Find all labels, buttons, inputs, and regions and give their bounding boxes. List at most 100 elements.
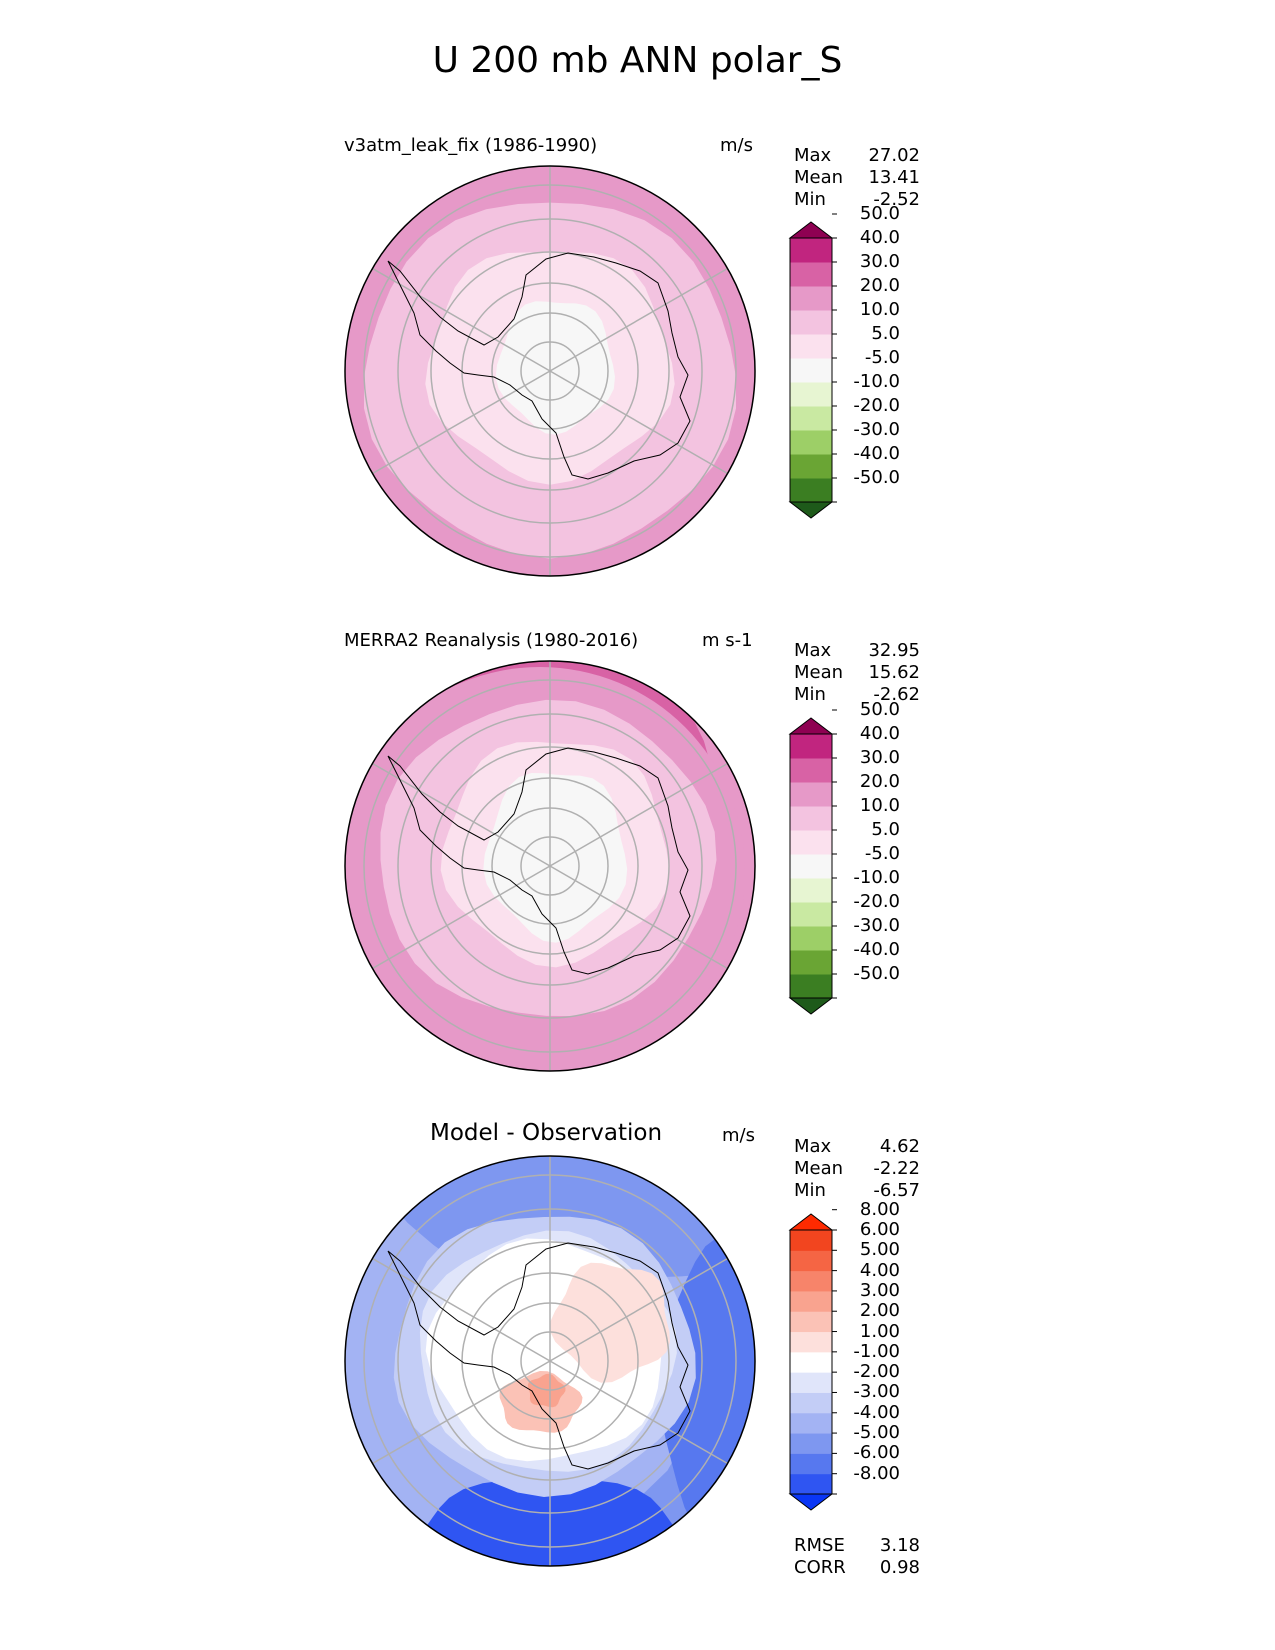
colorbar-swatch xyxy=(790,478,832,503)
colorbar-swatch xyxy=(790,926,832,951)
metric-value-corr: 0.98 xyxy=(879,1557,920,1578)
colorbar-swatch xyxy=(790,1473,832,1495)
longitude-gridline xyxy=(372,267,551,372)
stat-label-min: Min xyxy=(794,189,826,210)
colorbar-swatch xyxy=(790,758,832,783)
colorbar-swatch xyxy=(790,1351,832,1373)
colorbar-tick-label: 8.00 xyxy=(859,1198,900,1220)
colorbar-tick-label: -6.00 xyxy=(853,1442,900,1464)
figure-title: U 200 mb ANN polar_S xyxy=(432,40,843,81)
colorbar-swatch xyxy=(790,734,832,759)
colorbar-tick-label: -1.00 xyxy=(853,1340,900,1362)
panel-2-units: m s-1 xyxy=(702,630,753,651)
colorbar-swatch xyxy=(790,974,832,999)
longitude-gridline xyxy=(549,762,728,867)
field-near-zero xyxy=(483,773,628,943)
longitude-gridline xyxy=(549,865,728,970)
colorbar-swatch xyxy=(790,454,832,479)
colorbar-swatch xyxy=(790,1230,832,1251)
colorbar-tick-label: 40.0 xyxy=(859,723,900,744)
panel-3-title: Model - Observation xyxy=(430,1120,663,1146)
colorbar-tick-label: 5.0 xyxy=(871,819,900,840)
colorbar-tick-label: -4.00 xyxy=(853,1401,900,1423)
longitude-gridline xyxy=(372,865,551,970)
stat-value-max: 4.62 xyxy=(879,1136,920,1157)
colorbar-swatch xyxy=(790,238,832,263)
colorbar-swatch xyxy=(790,854,832,879)
colorbar-tick-label: 5.0 xyxy=(871,323,900,344)
longitude-gridline xyxy=(372,1360,551,1465)
colorbar-swatch xyxy=(790,1392,832,1414)
colorbar-tick-label: 50.0 xyxy=(859,203,900,224)
colorbar-tick-label: 1.00 xyxy=(859,1320,900,1342)
stat-value-max: 32.95 xyxy=(868,640,920,661)
colorbar-swatch xyxy=(790,1433,832,1454)
colorbar-tick-label: -2.00 xyxy=(853,1361,900,1383)
panel-3-map xyxy=(344,1155,756,1567)
colorbar-tick-label: 30.0 xyxy=(859,251,900,272)
panel-2-colorbar xyxy=(788,709,837,1015)
colorbar-tick-label: -40.0 xyxy=(853,443,900,464)
stat-value-min: -6.57 xyxy=(873,1180,920,1201)
stat-label-mean: Mean xyxy=(794,167,844,188)
colorbar-tick-label: -20.0 xyxy=(853,395,900,416)
colorbar-swatch xyxy=(790,1311,832,1333)
colorbar-extend-min xyxy=(788,1493,834,1511)
colorbar-tick-label: 50.0 xyxy=(859,699,900,720)
metric-label-corr: CORR xyxy=(794,1557,846,1578)
colorbar-swatch xyxy=(790,1331,832,1353)
longitude-gridline xyxy=(549,267,728,372)
colorbar-tick-label: 5.00 xyxy=(859,1239,900,1261)
colorbar-tick-label: 6.00 xyxy=(859,1219,900,1240)
panel-3-colorbar xyxy=(788,1209,837,1511)
stat-label-mean: Mean xyxy=(794,1158,844,1179)
map-boundary xyxy=(344,660,756,1072)
colorbar-tick-label: -10.0 xyxy=(853,867,900,888)
colorbar-tick-label: -50.0 xyxy=(853,467,900,488)
colorbar-tick-label: 10.0 xyxy=(859,299,900,320)
colorbar-tick-label: -20.0 xyxy=(853,891,900,912)
stat-label-max: Max xyxy=(794,1136,832,1157)
colorbar-extend-min xyxy=(788,997,834,1015)
stat-label-mean: Mean xyxy=(794,662,844,683)
colorbar-extend-max xyxy=(788,221,834,239)
colorbar-swatch xyxy=(790,782,832,807)
colorbar-swatch xyxy=(790,830,832,855)
stat-value-mean: -2.22 xyxy=(873,1158,920,1179)
colorbar-tick-label: -5.00 xyxy=(853,1422,900,1444)
stat-value-mean: 13.41 xyxy=(868,167,920,188)
colorbar-extend-min xyxy=(788,501,834,519)
colorbar-swatch xyxy=(790,1250,832,1272)
colorbar-tick-label: 2.00 xyxy=(859,1300,900,1322)
metric-value-rmse: 3.18 xyxy=(879,1535,920,1556)
colorbar-swatch xyxy=(790,286,832,311)
colorbar-tick-label: 20.0 xyxy=(859,275,900,296)
colorbar-swatch xyxy=(790,406,832,431)
stat-label-min: Min xyxy=(794,684,826,705)
colorbar-swatch xyxy=(790,1453,832,1475)
colorbar-swatch xyxy=(790,262,832,287)
colorbar-tick-label: -3.00 xyxy=(853,1381,900,1403)
colorbar-tick-label: 4.00 xyxy=(859,1259,900,1281)
map-boundary xyxy=(344,165,756,577)
panel-2-title: MERRA2 Reanalysis (1980-2016) xyxy=(344,630,639,651)
colorbar-tick-label: -8.00 xyxy=(853,1462,900,1484)
colorbar-tick-label: -10.0 xyxy=(853,371,900,392)
stat-value-max: 27.02 xyxy=(868,145,920,166)
colorbar-tick-label: -30.0 xyxy=(853,915,900,936)
colorbar-tick-label: 10.0 xyxy=(859,795,900,816)
colorbar-swatch xyxy=(790,1412,832,1434)
colorbar-swatch xyxy=(790,1290,832,1312)
field-minus-5-east xyxy=(657,1237,755,1541)
colorbar-tick-label: 30.0 xyxy=(859,747,900,768)
colorbar-swatch xyxy=(790,902,832,927)
panel-3-units: m/s xyxy=(722,1125,755,1146)
colorbar-swatch xyxy=(790,1270,832,1292)
panel-1-colorbar xyxy=(788,213,837,519)
colorbar-swatch xyxy=(790,950,832,975)
panel-2-map xyxy=(344,660,756,1072)
colorbar-swatch xyxy=(790,358,832,383)
colorbar-tick-label: -5.0 xyxy=(864,843,900,864)
longitude-gridline xyxy=(372,370,551,475)
colorbar-swatch xyxy=(790,1372,832,1393)
